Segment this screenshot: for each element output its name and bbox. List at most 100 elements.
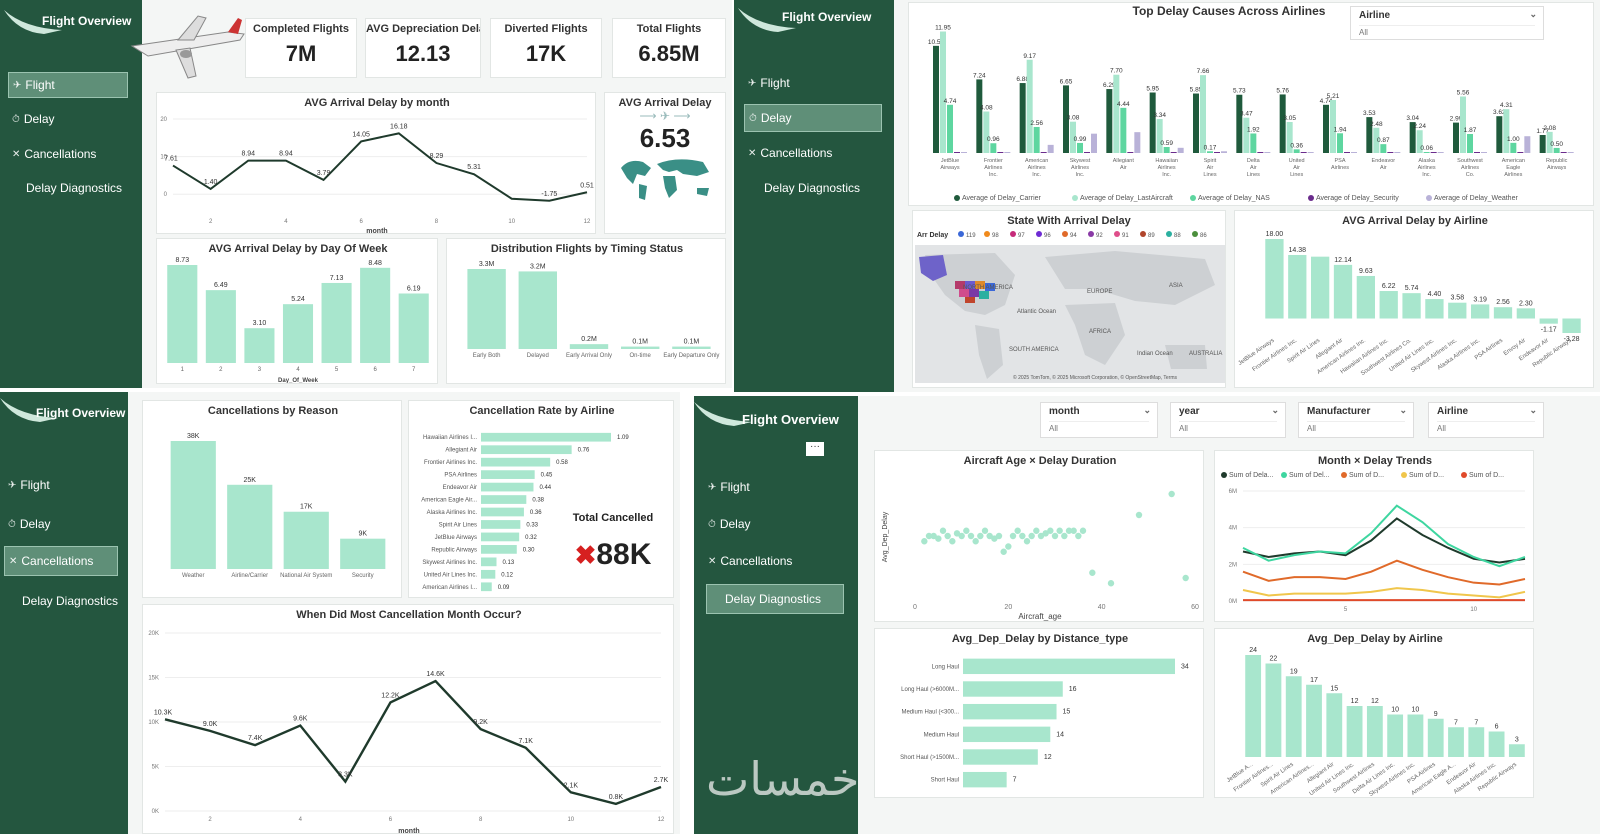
data-label: 7.70 xyxy=(1110,68,1123,75)
bar xyxy=(1346,706,1363,757)
nav-cancellations[interactable]: ✕ Cancellations xyxy=(4,546,118,576)
kpi-label: Completed Flights xyxy=(253,23,349,35)
bar xyxy=(1026,59,1033,153)
category-label: Air xyxy=(1380,165,1387,171)
bar xyxy=(1170,152,1177,153)
data-label: 14.38 xyxy=(1289,247,1307,254)
data-label: 14.6K xyxy=(426,671,445,678)
map-label-eu: EUROPE xyxy=(1087,289,1113,295)
data-label: 12.2K xyxy=(381,692,400,699)
series-line xyxy=(1242,587,1526,599)
category-label: 1 xyxy=(181,367,185,373)
nav-delay-diagnostics[interactable]: Delay Diagnostics xyxy=(706,584,844,614)
bar xyxy=(1448,727,1464,757)
category-label: Lines xyxy=(1247,172,1260,178)
nav-flight[interactable]: ✈ Flight xyxy=(8,478,50,492)
nav-delay-diagnostics[interactable]: Delay Diagnostics xyxy=(764,181,860,195)
scatter-point xyxy=(967,532,975,540)
data-label: 15 xyxy=(1330,685,1338,692)
scatter-point xyxy=(939,527,947,534)
category-label: Short Haul (>1500M... xyxy=(900,755,959,761)
bar xyxy=(1460,96,1466,153)
x-tick-label: 12 xyxy=(658,817,665,823)
legend-marker xyxy=(1341,472,1347,478)
delay-icon: ⏱ xyxy=(12,113,20,125)
chart-title: AVG Arrival Delay by Airline xyxy=(1342,215,1488,227)
scatter-point xyxy=(944,532,951,540)
nav-delay[interactable]: ⏱ Delay xyxy=(8,517,51,531)
data-label: 19 xyxy=(1290,668,1298,675)
category-label: Lines xyxy=(1203,172,1216,178)
bar xyxy=(1510,142,1517,153)
nav-flight[interactable]: ✈ Flight xyxy=(708,480,750,494)
data-label: 0.45 xyxy=(541,473,553,479)
data-label: 8.48 xyxy=(368,260,382,267)
y-tick-label: 20 xyxy=(160,117,167,123)
manufacturer-slicer[interactable]: Manufacturer ⌄ All xyxy=(1298,402,1414,438)
data-label: 7.61 xyxy=(164,156,178,163)
category-label: American Airlines I... xyxy=(422,585,477,591)
category-label: United Air Lines Inc. xyxy=(424,572,478,578)
data-label: 0.36 xyxy=(1290,142,1303,149)
nav-cancellations[interactable]: ✕ Cancellations xyxy=(708,554,792,568)
year-slicer[interactable]: year ⌄ All xyxy=(1170,402,1286,438)
nav-delay[interactable]: ⏱ Delay xyxy=(12,112,55,126)
plane-swoosh-icon xyxy=(738,8,796,32)
world-map-icon xyxy=(621,159,709,200)
bar xyxy=(1423,152,1430,153)
chart-avg-arrival-month: AVG Arrival Delay by month 0 10 20 2 4 6 8 10 12 7… xyxy=(156,92,596,234)
nav-cancellations[interactable]: ✕ Cancellations xyxy=(748,146,832,160)
data-label: 0.44 xyxy=(539,485,551,491)
bar xyxy=(1409,122,1416,153)
category-label: Allegiant Air xyxy=(445,448,477,454)
kpi-completed-flights: Completed Flights 7M xyxy=(245,18,357,78)
airline-slicer[interactable]: Airline ⌄ All xyxy=(1350,6,1544,40)
more-options-icon[interactable]: ··· xyxy=(806,442,824,456)
scatter-point xyxy=(925,532,933,540)
nav-flight[interactable]: ✈ Flight xyxy=(8,72,128,98)
bar xyxy=(1207,151,1213,153)
kpi-value: 17K xyxy=(525,41,567,66)
sidebar: Flight Overview ✈ Flight ⏱ Delay ✕ Cancella… xyxy=(0,0,142,388)
slicer-value: All xyxy=(1359,25,1535,37)
slicer-value: All xyxy=(1307,421,1405,433)
nav-flight[interactable]: ✈ Flight xyxy=(748,76,790,90)
category-label: Hawaiian xyxy=(1155,158,1178,164)
legend-label: Average of Delay_NAS xyxy=(1198,195,1270,202)
data-label: 4.31 xyxy=(1500,102,1513,109)
bar xyxy=(1427,718,1444,757)
legend-label: Average of Delay_Carrier xyxy=(962,195,1042,202)
category-label: Air xyxy=(1120,165,1127,171)
category-label: American xyxy=(1025,158,1048,164)
nav-flight-label: Flight xyxy=(20,478,50,492)
scatter-point xyxy=(1019,532,1026,540)
nav-delay-diagnostics[interactable]: Delay Diagnostics xyxy=(22,594,118,608)
kpi-value: 6.85M xyxy=(638,41,700,66)
bar xyxy=(467,269,506,349)
bar xyxy=(1562,318,1581,333)
data-label: 7.13 xyxy=(330,275,344,282)
data-label: 0.96 xyxy=(987,136,1000,143)
bar xyxy=(963,658,1175,675)
airline-slicer[interactable]: Airline ⌄ All xyxy=(1428,402,1544,438)
bar xyxy=(1425,299,1444,319)
bar xyxy=(518,271,557,349)
bar xyxy=(1503,109,1510,153)
nav-delay-diagnostics-label: Delay Diagnostics xyxy=(26,181,123,195)
category-label: Alaska Airlines Inc. xyxy=(427,510,478,516)
x-tick-label: 20 xyxy=(1004,604,1012,611)
month-slicer[interactable]: month ⌄ All xyxy=(1040,402,1158,438)
legend-label: Average of Delay_Weather xyxy=(1434,195,1518,202)
nav-delay[interactable]: ⏱ Delay xyxy=(744,104,882,132)
bar xyxy=(167,265,198,363)
data-label: 38K xyxy=(187,433,200,440)
nav-delay[interactable]: ⏱ Delay xyxy=(708,517,751,531)
scatter-point xyxy=(1168,490,1175,498)
bar xyxy=(983,111,990,153)
scatter-point xyxy=(1037,532,1045,540)
y-tick-label: 5K xyxy=(152,765,159,771)
nav-delay-diagnostics[interactable]: Delay Diagnostics xyxy=(26,181,122,195)
nav-cancellations[interactable]: ✕ Cancellations xyxy=(12,147,96,161)
data-label: 6.22 xyxy=(1382,283,1396,290)
data-label: 2.99 xyxy=(1450,116,1463,123)
